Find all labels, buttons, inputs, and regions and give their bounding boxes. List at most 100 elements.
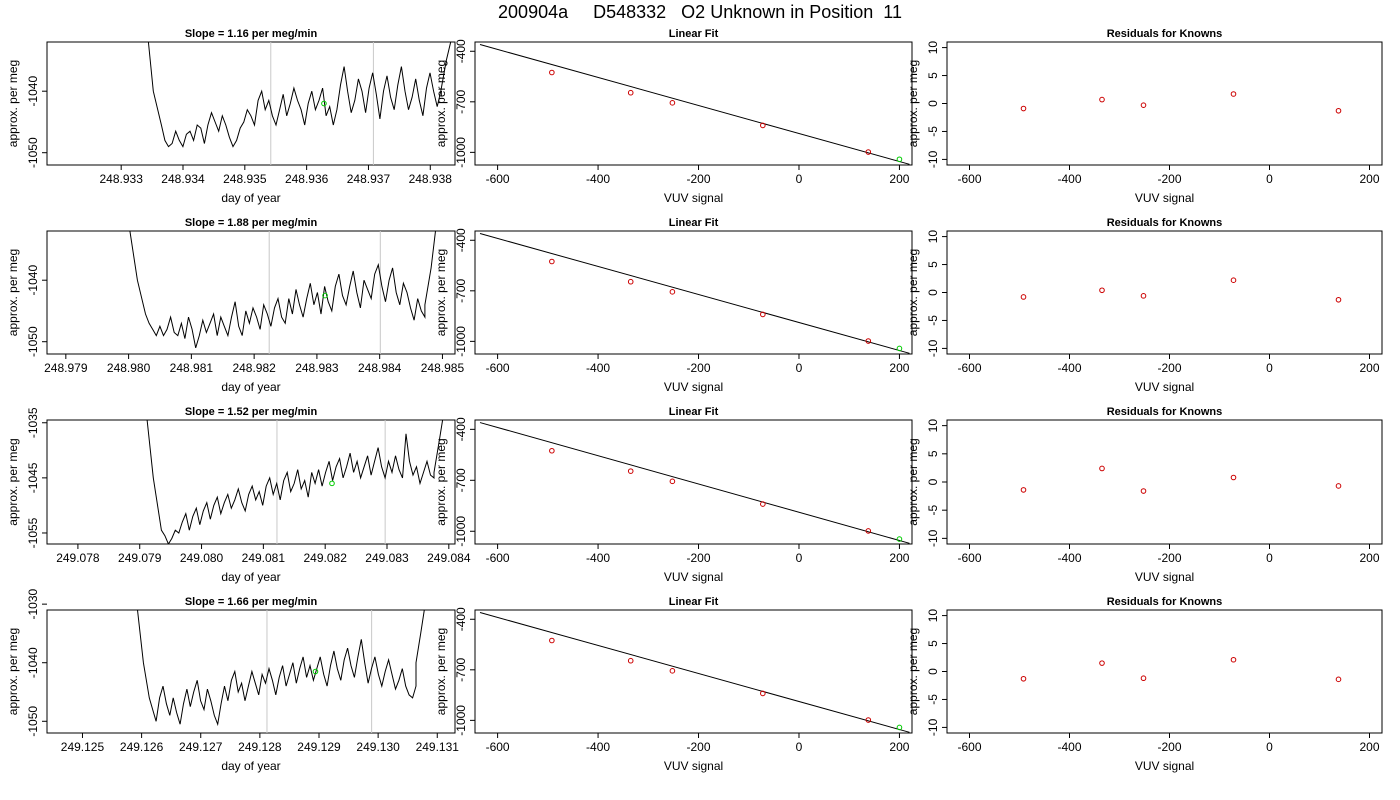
x-tick-label: -600 xyxy=(957,551,981,565)
y-tick-label: -5 xyxy=(926,315,940,326)
x-tick-label: 0 xyxy=(796,172,803,186)
residual-point xyxy=(1140,488,1147,494)
known-point xyxy=(549,258,555,265)
panel-title: Linear Fit xyxy=(669,217,719,229)
residual-point xyxy=(1335,483,1342,489)
x-tick-label: -400 xyxy=(586,740,610,754)
plot-area xyxy=(479,44,910,165)
figure-title: 200904a D548332 O2 Unknown in Position 1… xyxy=(498,2,902,22)
y-tick-label: -10 xyxy=(926,718,940,736)
plot-frame xyxy=(46,609,456,734)
residual-point xyxy=(1230,277,1237,284)
x-tick-label: 200 xyxy=(1359,740,1379,754)
x-tick-label: -600 xyxy=(957,740,981,754)
unknown-point xyxy=(896,345,903,352)
y-tick-label: 10 xyxy=(926,41,940,55)
y-tick-label: 0 xyxy=(926,289,940,296)
x-tick-label: 0 xyxy=(1266,361,1273,375)
x-axis-label: day of year xyxy=(221,759,280,773)
panel-title: Slope = 1.66 per meg/min xyxy=(185,596,318,608)
y-tick-label: -700 xyxy=(454,657,468,681)
y-tick-label: 0 xyxy=(926,668,940,675)
x-tick-label: 249.082 xyxy=(303,551,347,565)
y-axis-label: approx. per meg xyxy=(434,249,448,336)
panel-title: Residuals for Knowns xyxy=(1107,406,1223,418)
residual-point xyxy=(1020,487,1027,493)
y-axis-label: approx. per meg xyxy=(906,60,920,147)
x-tick-label: 200 xyxy=(889,361,909,375)
plot-frame xyxy=(474,609,913,734)
x-tick-label: -400 xyxy=(586,551,610,565)
known-point xyxy=(627,278,634,285)
known-point xyxy=(865,149,872,155)
y-tick-label: -5 xyxy=(926,694,940,705)
x-tick-label: -600 xyxy=(486,361,510,375)
known-point xyxy=(865,717,872,723)
y-tick-label: -1040 xyxy=(26,265,40,296)
x-axis-label: VUV signal xyxy=(1135,759,1194,773)
known-point xyxy=(865,528,872,534)
y-tick-label: -1045 xyxy=(26,462,40,493)
known-point xyxy=(669,478,676,485)
x-tick-label: -200 xyxy=(1157,551,1181,565)
known-point xyxy=(549,69,555,76)
y-tick-label: -1040 xyxy=(26,647,40,678)
y-axis-label: approx. per meg xyxy=(6,628,20,715)
x-axis-label: VUV signal xyxy=(664,191,723,205)
y-axis-label: approx. per meg xyxy=(906,628,920,715)
x-tick-label: -400 xyxy=(1057,172,1081,186)
known-point xyxy=(549,447,555,454)
x-axis-label: VUV signal xyxy=(1135,191,1194,205)
residuals-panel-4: Residuals for Knowns -600 -400 -200 0 200 -10 -… xyxy=(906,596,1383,773)
fit-line xyxy=(479,612,910,733)
x-tick-label: 249.129 xyxy=(297,740,341,754)
known-point xyxy=(669,289,676,295)
x-tick-label: 200 xyxy=(889,172,909,186)
fit-line xyxy=(479,233,910,354)
x-axis-label: day of year xyxy=(221,380,280,394)
x-tick-label: 249.083 xyxy=(365,551,409,565)
signal-trace xyxy=(129,231,436,349)
panel-title: Slope = 1.88 per meg/min xyxy=(185,217,318,229)
x-tick-label: -200 xyxy=(687,740,711,754)
x-tick-label: -200 xyxy=(1157,172,1181,186)
x-tick-label: -600 xyxy=(486,172,510,186)
x-tick-label: -200 xyxy=(1157,740,1181,754)
y-tick-label: -1055 xyxy=(26,517,40,548)
x-tick-label: 249.078 xyxy=(56,551,100,565)
panel-title: Residuals for Knowns xyxy=(1107,596,1223,608)
x-tick-label: -400 xyxy=(1057,361,1081,375)
unknown-point xyxy=(896,156,903,163)
x-tick-label: 200 xyxy=(889,740,909,754)
y-tick-label: 10 xyxy=(926,230,940,244)
y-tick-label: 5 xyxy=(926,72,940,79)
known-point xyxy=(865,338,872,344)
unknown-point xyxy=(322,292,328,299)
x-axis-label: VUV signal xyxy=(1135,570,1194,584)
x-tick-label: 249.081 xyxy=(242,551,286,565)
signal-trace xyxy=(146,420,444,544)
linear-fit-panel-4: Linear Fit -600 -400 -200 0 200 -400 -700 -1000 V… xyxy=(434,596,913,773)
residual-point xyxy=(1335,296,1342,303)
panel-title: Slope = 1.16 per meg/min xyxy=(185,28,318,40)
y-tick-label: -1040 xyxy=(26,76,40,107)
plot-area xyxy=(1020,91,1342,114)
x-tick-label: 200 xyxy=(1359,551,1379,565)
plot-area xyxy=(1020,277,1342,303)
x-tick-label: 248.980 xyxy=(107,361,151,375)
timeseries-panel-1: Slope = 1.16 per meg/min 248.933 248.934 24… xyxy=(6,28,456,205)
x-tick-label: -200 xyxy=(687,172,711,186)
y-axis-label: approx. per meg xyxy=(434,60,448,147)
y-tick-label: -10 xyxy=(926,529,940,547)
plot-area xyxy=(1020,465,1342,494)
plot-area xyxy=(479,422,910,544)
x-tick-label: 248.983 xyxy=(295,361,339,375)
linear-fit-panel-2: Linear Fit -600 -400 -200 0 200 -400 -700 -1000 V… xyxy=(434,217,913,394)
x-tick-label: 249.079 xyxy=(118,551,162,565)
y-axis-label: approx. per meg xyxy=(6,249,20,336)
panel-title: Linear Fit xyxy=(669,28,719,40)
residual-point xyxy=(1140,675,1147,682)
x-axis-label: VUV signal xyxy=(1135,380,1194,394)
x-tick-label: 0 xyxy=(1266,172,1273,186)
plot-frame xyxy=(474,230,913,355)
